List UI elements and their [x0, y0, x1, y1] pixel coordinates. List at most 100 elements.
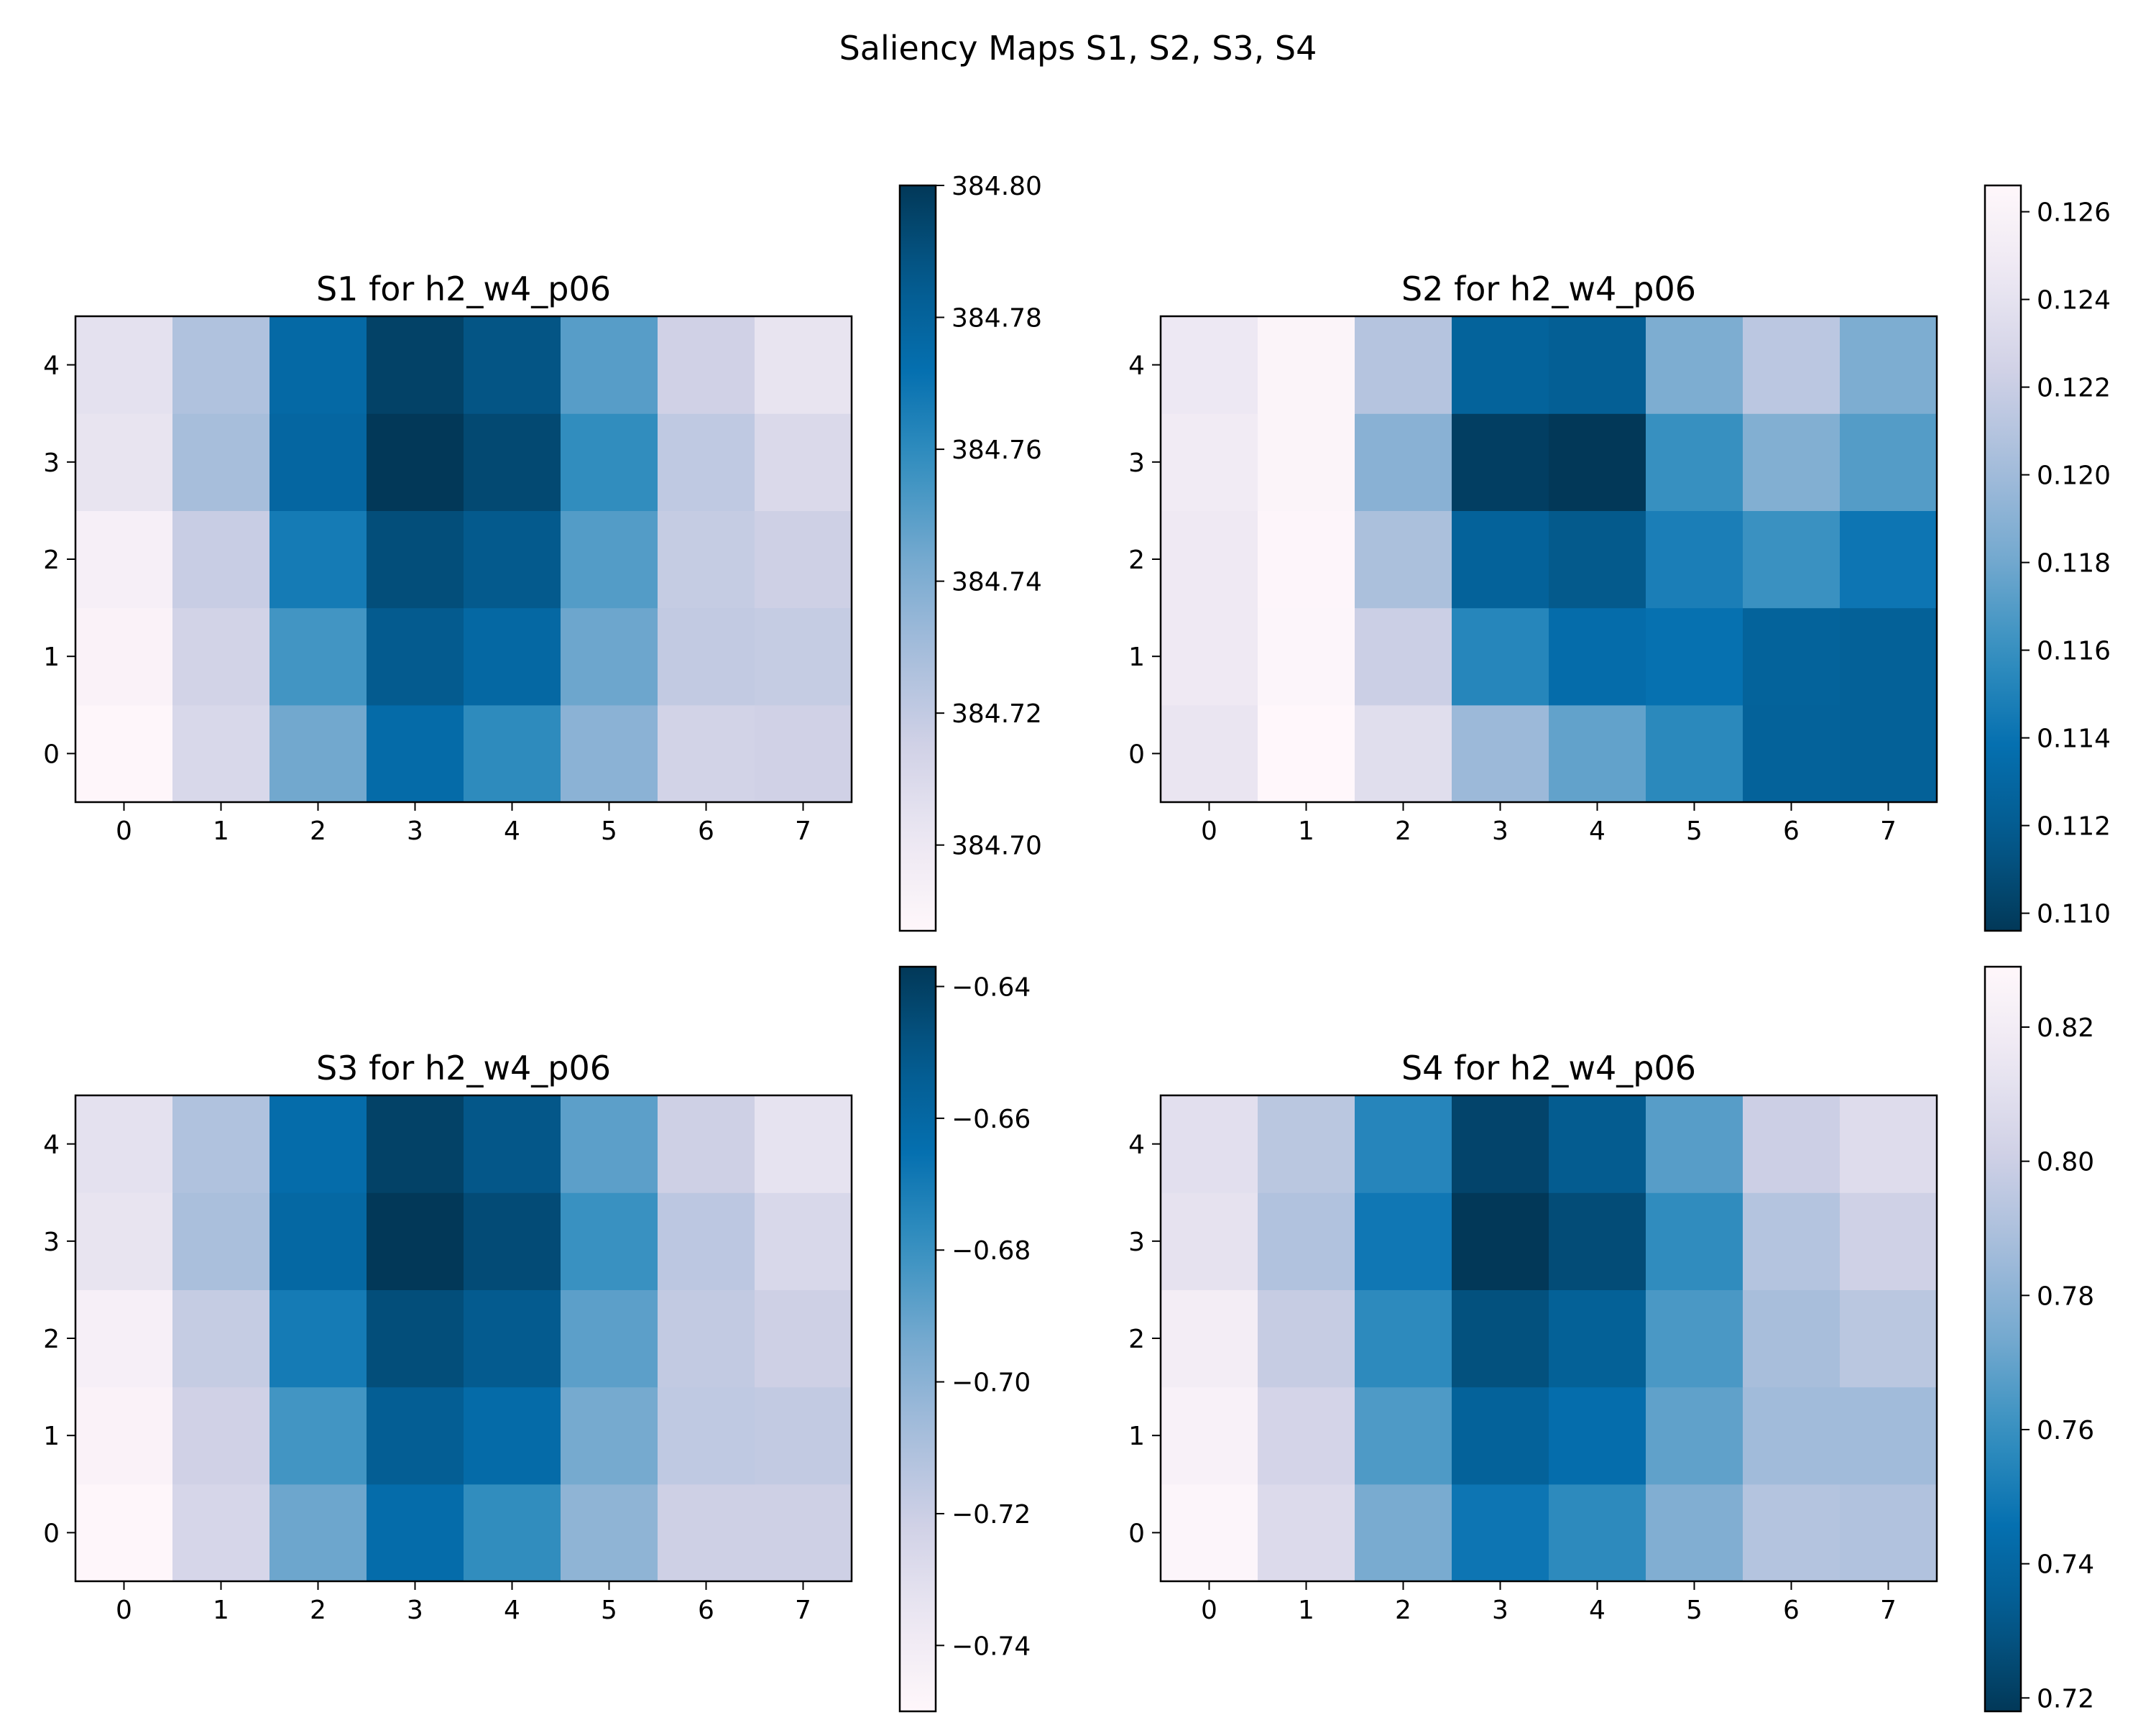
heatmap-cell — [658, 1484, 755, 1582]
y-tick-label: 3 — [43, 448, 60, 478]
heatmap-cell — [561, 1386, 658, 1485]
heatmap-cell — [1258, 1386, 1355, 1485]
heatmap-cell — [1840, 413, 1938, 511]
colorbar-tick-label: 384.72 — [952, 699, 1042, 729]
colorbar-tick-label: 0.124 — [2037, 286, 2111, 316]
heatmap-cell — [658, 510, 755, 609]
y-tick-label: 0 — [1128, 740, 1145, 769]
heatmap-cell — [1258, 1484, 1355, 1582]
colorbar-tick-label: 0.72 — [2037, 1684, 2094, 1714]
heatmap-cell — [1840, 1386, 1938, 1485]
heatmap-cell — [755, 1192, 852, 1290]
x-tick-label: 7 — [1880, 816, 1897, 846]
colorbar-tick-label: −0.64 — [952, 973, 1031, 1003]
colorbar-tick-label: 384.76 — [952, 436, 1042, 465]
heatmap-cell — [1743, 510, 1841, 609]
y-tick-label: 4 — [43, 1131, 60, 1160]
heatmap-cell — [75, 607, 173, 706]
heatmap-cell — [1452, 316, 1549, 414]
heatmap-cell — [1840, 607, 1938, 706]
colorbar-frame — [898, 184, 937, 932]
heatmap-cell — [561, 413, 658, 511]
y-tick-label: 4 — [43, 351, 60, 381]
heatmap-cell — [1549, 1289, 1646, 1388]
y-tick-label: 3 — [1128, 448, 1145, 478]
x-tick-label: 5 — [601, 816, 617, 846]
colorbar-tick-label: 384.80 — [952, 172, 1042, 201]
heatmap-cell — [1646, 1192, 1743, 1290]
heatmap-cell — [1646, 1289, 1743, 1388]
heatmap-cell — [464, 510, 561, 609]
heatmap-cell — [1355, 316, 1452, 414]
colorbar-tick-label: 0.116 — [2037, 637, 2111, 666]
x-tick-label: 2 — [310, 816, 326, 846]
y-tick-label: 2 — [43, 546, 60, 575]
y-tick-label: 2 — [43, 1325, 60, 1354]
heatmap-cell — [658, 316, 755, 414]
x-tick-label: 7 — [795, 816, 811, 846]
heatmap-cell — [1840, 1484, 1938, 1582]
x-tick-label: 6 — [698, 1596, 714, 1625]
colorbar-tick-label: 0.78 — [2037, 1282, 2094, 1311]
heatmap-cell — [561, 510, 658, 609]
heatmap-cell — [658, 1095, 755, 1193]
colorbar-tick-label: 0.82 — [2037, 1013, 2094, 1043]
y-tick-label: 0 — [43, 740, 60, 769]
heatmap-cell — [367, 316, 464, 414]
heatmap-cell — [1743, 413, 1841, 511]
heatmap-cell — [1355, 1289, 1452, 1388]
heatmap-cell — [1258, 1095, 1355, 1193]
heatmap-cell — [1161, 1484, 1258, 1582]
heatmap-cell — [172, 1192, 270, 1290]
subplot-title: S2 for h2_w4_p06 — [1401, 270, 1696, 308]
heatmap-cell — [464, 413, 561, 511]
y-tick-label: 1 — [1128, 1422, 1145, 1451]
x-tick-label: 4 — [1589, 1596, 1606, 1625]
y-tick-label: 2 — [1128, 1325, 1145, 1354]
x-tick-label: 4 — [1589, 816, 1606, 846]
colorbar-frame — [898, 965, 937, 1713]
heatmap-cell — [464, 1192, 561, 1290]
heatmap-cell — [1258, 1192, 1355, 1290]
heatmap-cell — [1355, 704, 1452, 803]
heatmap-cell — [1161, 1192, 1258, 1290]
x-tick-label: 7 — [1880, 1596, 1897, 1625]
heatmap-cell — [464, 607, 561, 706]
colorbar-tick-label: 0.118 — [2037, 549, 2111, 579]
heatmap-cell — [270, 704, 367, 803]
heatmap-cell — [367, 704, 464, 803]
subplot-1: S1 for h2_w4_p06 0 1 2 3 4 5 6 7 0 1 2 3 4 384.70 384.7… — [43, 172, 1042, 932]
heatmap-cell — [1258, 607, 1355, 706]
heatmap-cell — [1258, 413, 1355, 511]
heatmap-cell — [1549, 607, 1646, 706]
heatmap-cell — [464, 1484, 561, 1582]
heatmap-cell — [464, 316, 561, 414]
x-tick-label: 6 — [698, 816, 714, 846]
subplot-4: S4 for h2_w4_p06 0 1 2 3 4 5 6 7 0 1 2 3 4 0.72 0.74 0.7… — [1128, 965, 2094, 1714]
x-tick-label: 0 — [116, 1596, 132, 1625]
colorbar-tick-label: 384.70 — [952, 832, 1042, 861]
y-tick-label: 1 — [1128, 643, 1145, 672]
heatmap-cell — [1549, 704, 1646, 803]
heatmap-cell — [561, 1289, 658, 1388]
subplot-title: S3 for h2_w4_p06 — [316, 1049, 611, 1087]
heatmap-cell — [172, 1095, 270, 1193]
heatmap-cell — [755, 1484, 852, 1582]
y-tick-label: 2 — [1128, 546, 1145, 575]
colorbar-tick-label: 0.76 — [2037, 1416, 2094, 1445]
x-tick-label: 5 — [601, 1596, 617, 1625]
heatmap-cell — [1161, 316, 1258, 414]
y-tick-label: 1 — [43, 1422, 60, 1451]
heatmap-cell — [755, 1289, 852, 1388]
heatmap-cell — [464, 1289, 561, 1388]
heatmap-cell — [1743, 1192, 1841, 1290]
heatmap-cell — [75, 704, 173, 803]
heatmap-cell — [270, 1386, 367, 1485]
heatmap-cell — [1549, 316, 1646, 414]
x-tick-label: 4 — [504, 816, 520, 846]
heatmap-cell — [75, 510, 173, 609]
heatmap-cell — [464, 1386, 561, 1485]
heatmap-cell — [75, 1289, 173, 1388]
heatmap-cell — [367, 1289, 464, 1388]
